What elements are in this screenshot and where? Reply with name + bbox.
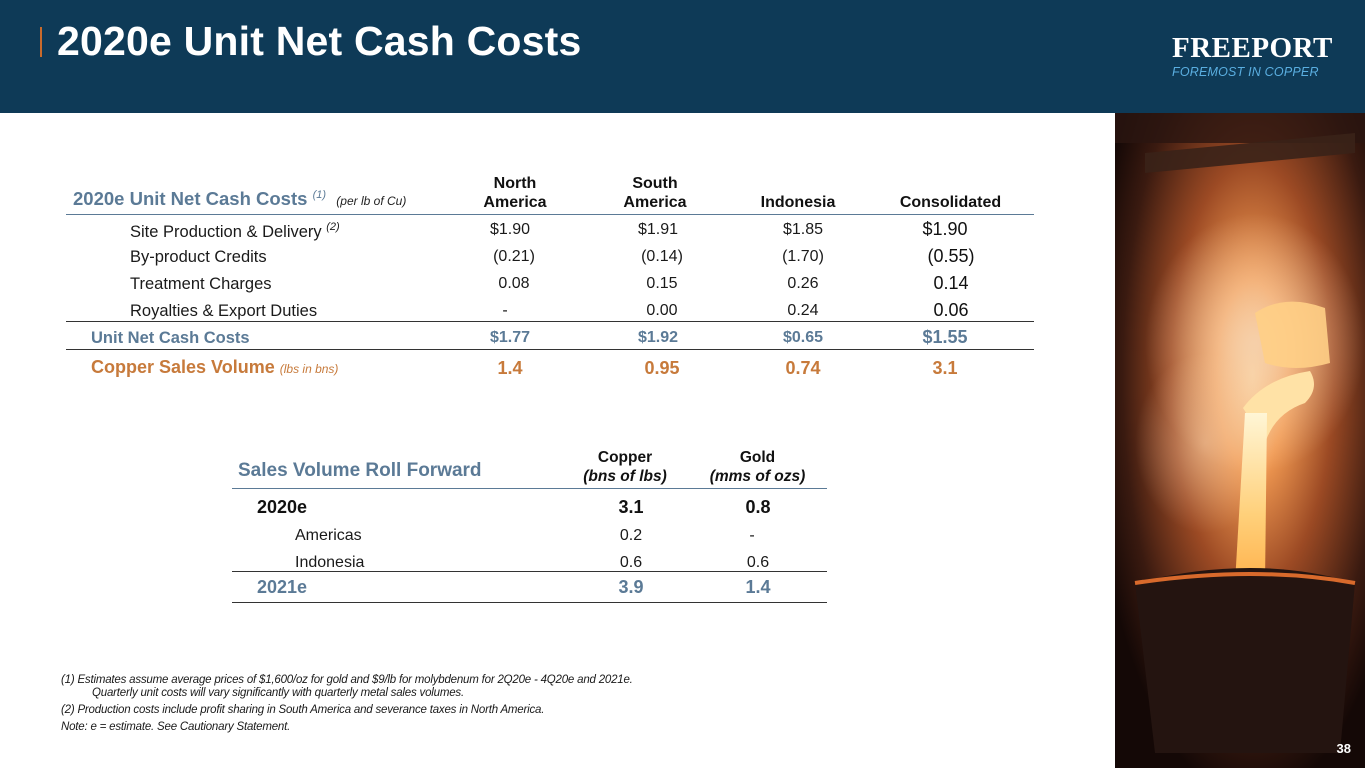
header-banner: 2020e Unit Net Cash Costs FREEPORT FOREM… bbox=[0, 0, 1365, 113]
roll-total-value: 3.9 bbox=[618, 577, 644, 597]
page-number: 38 bbox=[1336, 741, 1351, 756]
cell-value: (0.14) bbox=[641, 248, 683, 265]
subtotal-rule bbox=[66, 321, 1034, 322]
total-value: $1.55 bbox=[922, 327, 968, 347]
footnote-2: (2) Production costs include profit shar… bbox=[61, 704, 545, 716]
col-header-south-america: South America bbox=[615, 174, 695, 212]
col-header-line1 bbox=[748, 174, 848, 193]
cell-value: $1.90 bbox=[489, 221, 531, 238]
col-header-line1: South bbox=[632, 175, 678, 192]
copper-sales-volume-label: Copper Sales Volume (lbs in bns) bbox=[91, 357, 338, 378]
roll-value: 0.8 bbox=[745, 497, 771, 517]
cell-value: 0.14 bbox=[933, 273, 969, 293]
copper-volume-value: 0.95 bbox=[644, 358, 680, 378]
logo-name: FREEPORT bbox=[1172, 32, 1333, 64]
roll-total-value: 1.4 bbox=[745, 577, 771, 597]
cell-value: 0.06 bbox=[933, 300, 969, 320]
sub-row-label-americas: Americas bbox=[295, 527, 362, 544]
cell-value: $1.90 bbox=[922, 219, 968, 239]
slide-title: 2020e Unit Net Cash Costs bbox=[57, 18, 582, 64]
roll-table-title: Sales Volume Roll Forward bbox=[238, 460, 482, 481]
row-label-text: Royalties & Export Duties bbox=[130, 302, 318, 320]
molten-metal-illustration bbox=[1115, 113, 1365, 768]
row-label-text: By-product Credits bbox=[130, 248, 267, 266]
freeport-logo: FREEPORT FOREMOST IN COPPER bbox=[1172, 32, 1333, 80]
footnote-note: Note: e = estimate. See Cautionary State… bbox=[61, 721, 291, 733]
roll-header-rule bbox=[232, 488, 827, 489]
roll-value: 0.6 bbox=[619, 554, 643, 571]
cell-value: (1.70) bbox=[782, 248, 824, 265]
col-header-north-america: North America bbox=[475, 174, 555, 212]
col-header-line2: Indonesia bbox=[760, 194, 836, 211]
col-header-line1 bbox=[888, 174, 1013, 193]
roll-value: 0.6 bbox=[746, 554, 770, 571]
col-header-line2: (mms of ozs) bbox=[709, 468, 806, 485]
row-label-royalties: Royalties & Export Duties bbox=[130, 302, 317, 321]
roll-subtotal-rule bbox=[232, 571, 827, 572]
roll-value: - bbox=[749, 527, 755, 544]
cell-value: 0.08 bbox=[498, 275, 530, 292]
total-row-label: Unit Net Cash Costs bbox=[91, 329, 250, 347]
footnote-1-continued: Quarterly unit costs will vary significa… bbox=[92, 687, 464, 699]
row-footnote: (2) bbox=[326, 221, 340, 233]
cost-table-title: 2020e Unit Net Cash Costs (1) (per lb of… bbox=[73, 188, 406, 210]
cost-table-title-text: 2020e Unit Net Cash Costs bbox=[73, 188, 308, 209]
footnote-1: (1) Estimates assume average prices of $… bbox=[61, 674, 633, 686]
copper-label-text: Copper Sales Volume bbox=[91, 357, 275, 377]
cell-value: $1.85 bbox=[782, 221, 824, 238]
copper-volume-value: 0.74 bbox=[785, 358, 821, 378]
cell-value: 0.24 bbox=[787, 302, 819, 319]
col-header-consolidated: Consolidated bbox=[888, 174, 1013, 212]
year-row-label: 2020e bbox=[257, 497, 308, 517]
roll-value: 0.2 bbox=[619, 527, 643, 544]
row-label-byproduct-credits: By-product Credits bbox=[130, 248, 267, 267]
molten-metal-photo: 38 bbox=[1115, 113, 1365, 768]
row-label-treatment-charges: Treatment Charges bbox=[130, 275, 272, 294]
col-header-line2: America bbox=[483, 194, 547, 211]
total-rule bbox=[66, 349, 1034, 350]
total-value: $1.77 bbox=[489, 329, 531, 346]
total-value: $1.92 bbox=[637, 329, 679, 346]
title-accent-bar bbox=[40, 27, 42, 57]
cell-value: (0.55) bbox=[927, 246, 975, 266]
col-header-line1: North bbox=[493, 175, 537, 192]
col-header-line2: (bns of lbs) bbox=[583, 468, 667, 485]
row-label-text: Treatment Charges bbox=[130, 275, 272, 293]
cell-value: - bbox=[502, 302, 508, 319]
cell-value: 0.00 bbox=[646, 302, 678, 319]
col-header-line1: Copper bbox=[597, 449, 653, 466]
cell-value: 0.15 bbox=[646, 275, 678, 292]
row-label-text: Site Production & Delivery bbox=[130, 223, 322, 241]
cost-table-title-footnote: (1) bbox=[312, 189, 327, 201]
total-value: $0.65 bbox=[782, 329, 824, 346]
copper-volume-value: 3.1 bbox=[932, 358, 958, 378]
sub-row-label-indonesia: Indonesia bbox=[295, 554, 365, 571]
roll-value: 3.1 bbox=[618, 497, 644, 517]
copper-unit-note: (lbs in bns) bbox=[279, 362, 339, 376]
col-header-line1: Gold bbox=[739, 449, 776, 466]
cell-value: 0.26 bbox=[787, 275, 819, 292]
col-header-line2: America bbox=[623, 194, 687, 211]
col-header-gold: Gold (mms of ozs) bbox=[700, 448, 815, 486]
roll-total-rule bbox=[232, 602, 827, 603]
row-label-site-production: Site Production & Delivery (2) bbox=[130, 221, 340, 242]
total-year-label: 2021e bbox=[257, 577, 308, 597]
header-rule bbox=[66, 214, 1034, 215]
col-header-indonesia: Indonesia bbox=[748, 174, 848, 212]
copper-volume-value: 1.4 bbox=[497, 358, 523, 378]
logo-tagline: FOREMOST IN COPPER bbox=[1172, 65, 1319, 79]
col-header-copper: Copper (bns of lbs) bbox=[570, 448, 680, 486]
cell-value: $1.91 bbox=[637, 221, 679, 238]
col-header-line2: Consolidated bbox=[899, 194, 1002, 211]
cost-table-unit-note: (per lb of Cu) bbox=[336, 194, 407, 208]
cell-value: (0.21) bbox=[493, 248, 535, 265]
